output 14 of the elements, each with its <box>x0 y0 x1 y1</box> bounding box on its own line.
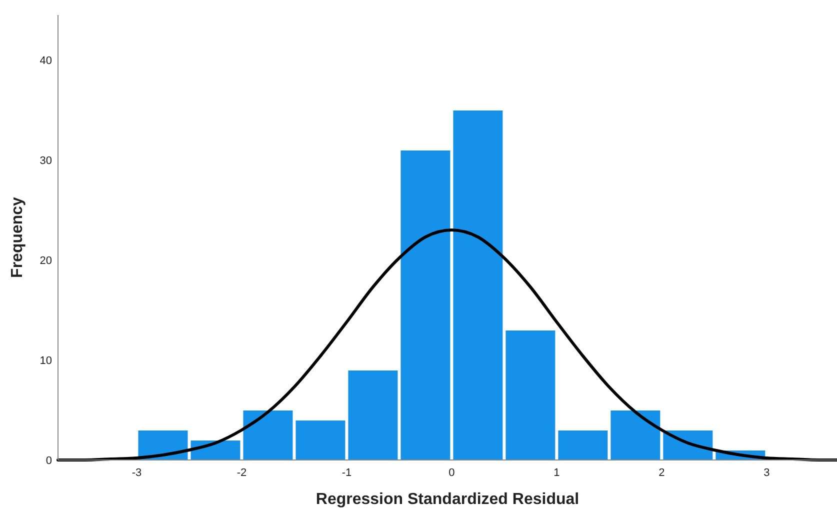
x-tick-label: -3 <box>132 467 142 479</box>
y-tick-label: 10 <box>40 354 52 367</box>
x-tick-label: 0 <box>448 467 455 479</box>
x-tick-label: 2 <box>658 467 665 479</box>
y-tick-label: 30 <box>40 154 52 167</box>
y-axis-title: Frequency <box>9 196 26 278</box>
x-tick-label: 3 <box>764 467 770 479</box>
y-tick-label: 0 <box>46 454 52 467</box>
x-tick-label: -1 <box>342 467 352 479</box>
y-tick-label: 40 <box>40 54 52 67</box>
x-tick-label: 1 <box>554 467 560 479</box>
y-tick-label: 20 <box>40 254 52 267</box>
x-axis-title: Regression Standardized Residual <box>316 491 580 508</box>
x-tick-label: -2 <box>236 467 247 479</box>
